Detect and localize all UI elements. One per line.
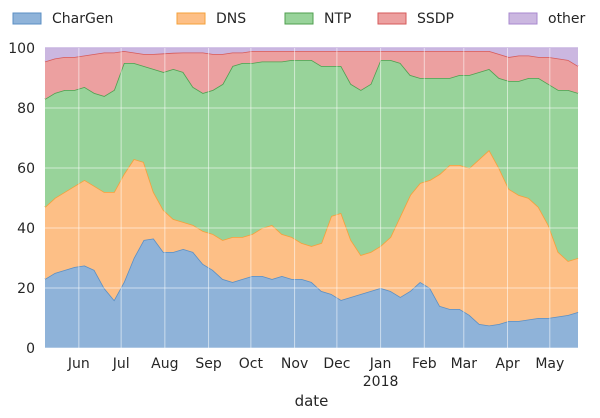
y-tick-label: 100: [8, 41, 35, 57]
y-axis-ticks: 0 20 40 60 80 100: [8, 41, 35, 357]
legend-label-dns: DNS: [216, 11, 246, 27]
y-tick-label: 20: [17, 281, 35, 297]
x-tick-label: Apr: [495, 356, 519, 372]
legend-label-ssdp: SSDP: [417, 11, 454, 27]
area-series-group: [44, 47, 579, 348]
gridlines: [45, 47, 578, 349]
chart-legend: CharGen DNS NTP SSDP other: [12, 11, 586, 27]
y-tick-label: 40: [17, 221, 35, 237]
x-tick-label: Sep: [195, 356, 222, 372]
x-tick-label: Oct: [239, 356, 264, 372]
x-tick-label: Jan: [369, 356, 392, 372]
legend-swatch-ssdp: [377, 12, 407, 25]
y-tick-label: 0: [26, 341, 35, 357]
area-ntp: [45, 60, 578, 261]
x-tick-label: Jun: [67, 356, 90, 372]
area-ssdp: [45, 51, 578, 99]
x-axis-ticks: Jun Jul Aug Sep Oct Nov Dec Jan 2018 Feb Mar Apr May: [67, 356, 564, 390]
legend-label-other: other: [548, 11, 586, 27]
x-tick-label: Feb: [412, 356, 437, 372]
x-tick-label: Jul: [112, 356, 130, 372]
x-tick-label: May: [535, 356, 564, 372]
x-tick-label: Dec: [323, 356, 350, 372]
x-tick-label: Aug: [151, 356, 178, 372]
area-other: [45, 48, 578, 66]
legend-swatch-ntp: [284, 12, 314, 25]
x-tick-label: 2018: [363, 374, 399, 390]
legend-swatch-dns: [176, 12, 206, 25]
legend-swatch-chargen: [12, 12, 42, 25]
x-tick-label: Mar: [451, 356, 478, 372]
legend-label-ntp: NTP: [324, 11, 351, 27]
x-tick-label: Nov: [281, 356, 308, 372]
y-tick-label: 60: [17, 161, 35, 177]
legend-label-chargen: CharGen: [52, 11, 113, 27]
x-axis-title: date: [295, 392, 329, 410]
area-chargen: [45, 238, 578, 348]
y-tick-label: 80: [17, 101, 35, 117]
area-dns: [45, 150, 578, 326]
legend-swatch-other: [508, 12, 538, 25]
